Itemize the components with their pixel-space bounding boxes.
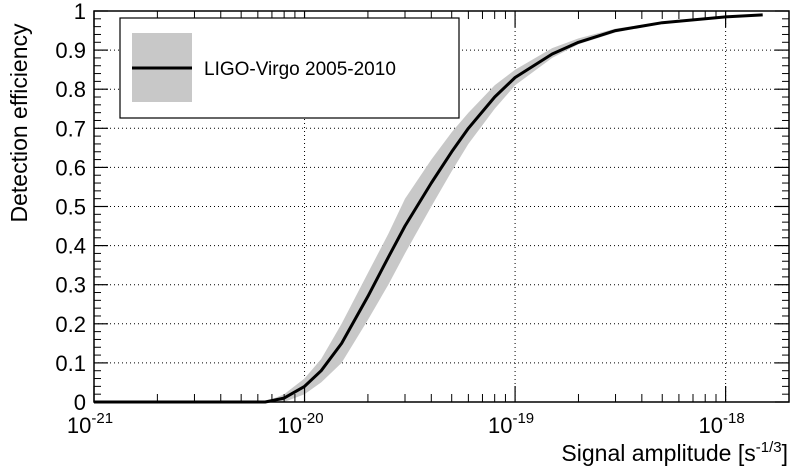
y-tick-label: 0.7 [55, 116, 86, 141]
axis-ticks [93, 10, 790, 403]
y-axis-label: Detection efficiency [6, 23, 32, 223]
y-tick-label: 0.8 [55, 77, 86, 102]
y-tick-label: 0.4 [55, 234, 86, 259]
y-tick-label: 0.2 [55, 312, 86, 337]
x-axis-label: Signal amplitude [s-1/3] [561, 439, 788, 466]
y-tick-label: 1 [74, 0, 86, 24]
x-tick-label: 10-20 [277, 410, 323, 438]
efficiency-curve [94, 13, 763, 404]
y-tick-label: 0.1 [55, 351, 86, 376]
y-tick-label: 0.3 [55, 273, 86, 298]
y-tick-label: 0.9 [55, 38, 86, 63]
y-tick-label: 0.6 [55, 155, 86, 180]
x-tick-label: 10-19 [488, 410, 534, 438]
legend: LIGO-Virgo 2005-2010 [119, 17, 460, 119]
tick-labels: 0 0.1 0.2 0.3 0.4 0.5 0.6 0.7 0.8 0.9 1 10-21 10-20 1… [55, 0, 744, 438]
efficiency-curve-layer [94, 13, 763, 404]
y-tick-label: 0 [74, 390, 86, 415]
legend-label: LIGO-Virgo 2005-2010 [204, 59, 396, 80]
y-tick-label: 0.5 [55, 195, 86, 220]
x-tick-label: 10-18 [699, 410, 745, 438]
x-tick-label: 10-21 [67, 410, 113, 438]
